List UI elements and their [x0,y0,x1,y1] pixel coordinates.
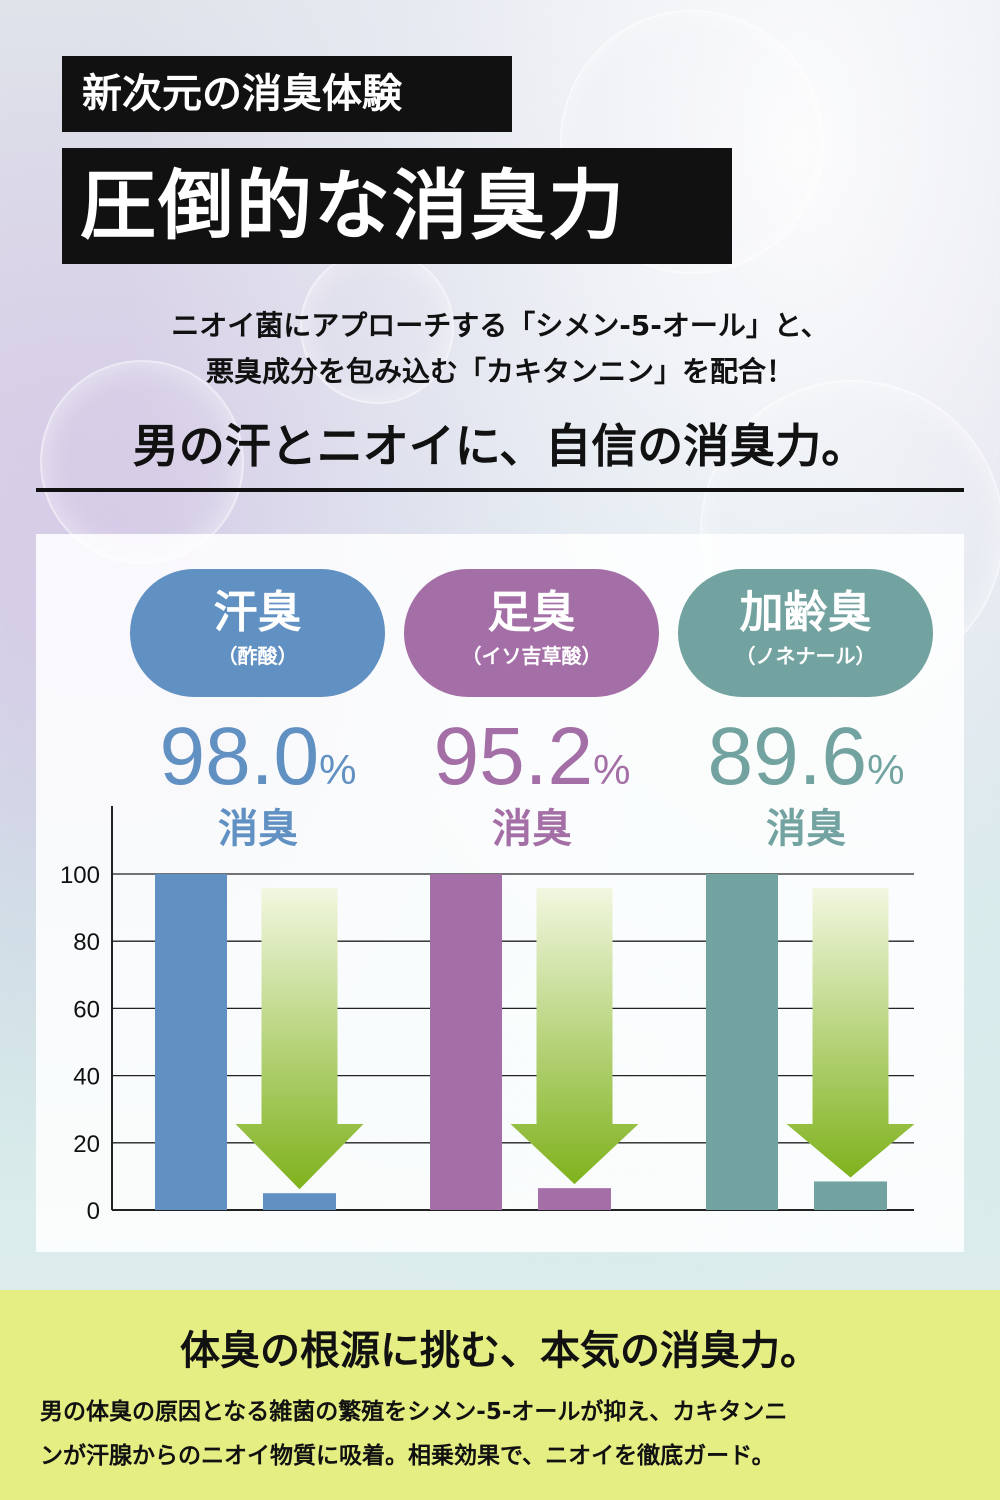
y-tick-label: 0 [87,1198,100,1225]
deodorize-percent-sweat: 98.0% [118,712,398,802]
footer-title: 体臭の根源に挑む、本気の消臭力。 [180,1328,820,1374]
percent-value: 95.2 [433,711,594,802]
intro-line-1: ニオイ菌にアプローチする「シメン-5-オール」と、 [171,309,829,342]
odor-name: 足臭 [487,587,576,638]
y-tick-label: 60 [73,996,100,1023]
odor-name: 汗臭 [213,587,302,638]
bar-before [706,874,778,1210]
reduction-arrow [510,888,639,1185]
odor-pill-foot: 足臭 （イソ吉草酸） [404,569,659,697]
bar-before [155,874,227,1210]
deodorize-label: 消臭 [492,806,572,852]
percent-unit: % [593,746,631,793]
y-tick-label: 80 [73,929,100,956]
odor-compound: （ノネナール） [735,644,876,668]
percent-unit: % [319,746,357,793]
footer-text-line-2: ンが汗腺からのニオイ物質に吸着。相乗効果で、ニオイを徹底ガード。 [40,1443,775,1469]
slogan-underline [36,488,964,492]
slogan: 男の汗とニオイに、自信の消臭力。 [132,419,868,473]
percent-value: 89.6 [707,711,868,802]
y-tick-label: 100 [60,862,100,889]
percent-value: 98.0 [159,711,320,802]
bar-after [263,1193,336,1210]
reduction-arrow [786,888,915,1178]
headline: 圧倒的な消臭力 [62,148,732,264]
tagline: 新次元の消臭体験 [62,56,512,132]
y-tick-label: 20 [73,1131,100,1158]
odor-compound: （イソ吉草酸） [461,644,602,668]
bar-before [430,874,502,1210]
footer-banner [0,1290,1000,1500]
odor-name: 加齢臭 [739,587,872,638]
deodorize-percent-aging: 89.6% [666,712,946,802]
reduction-arrow [235,888,364,1190]
bar-chart: 0 20 40 60 80 100 [60,806,915,1225]
odor-pill-aging: 加齢臭 （ノネナール） [678,569,933,697]
deodorize-label: 消臭 [766,806,846,852]
odor-compound: （酢酸） [217,644,298,668]
intro-line-2: 悪臭成分を包み込む「カキタンニン」を配合！ [205,355,794,388]
bar-after [814,1181,887,1210]
deodorize-label: 消臭 [218,806,298,852]
odor-pill-sweat: 汗臭 （酢酸） [130,569,385,697]
decor-bubble [560,10,824,274]
y-tick-label: 40 [73,1064,100,1091]
deodorize-percent-foot: 95.2% [392,712,672,802]
percent-unit: % [867,746,905,793]
footer-text-line-1: 男の体臭の原因となる雑菌の繁殖をシメン-5-オールが抑え、カキタンニ [40,1399,788,1425]
bar-after [538,1188,611,1210]
